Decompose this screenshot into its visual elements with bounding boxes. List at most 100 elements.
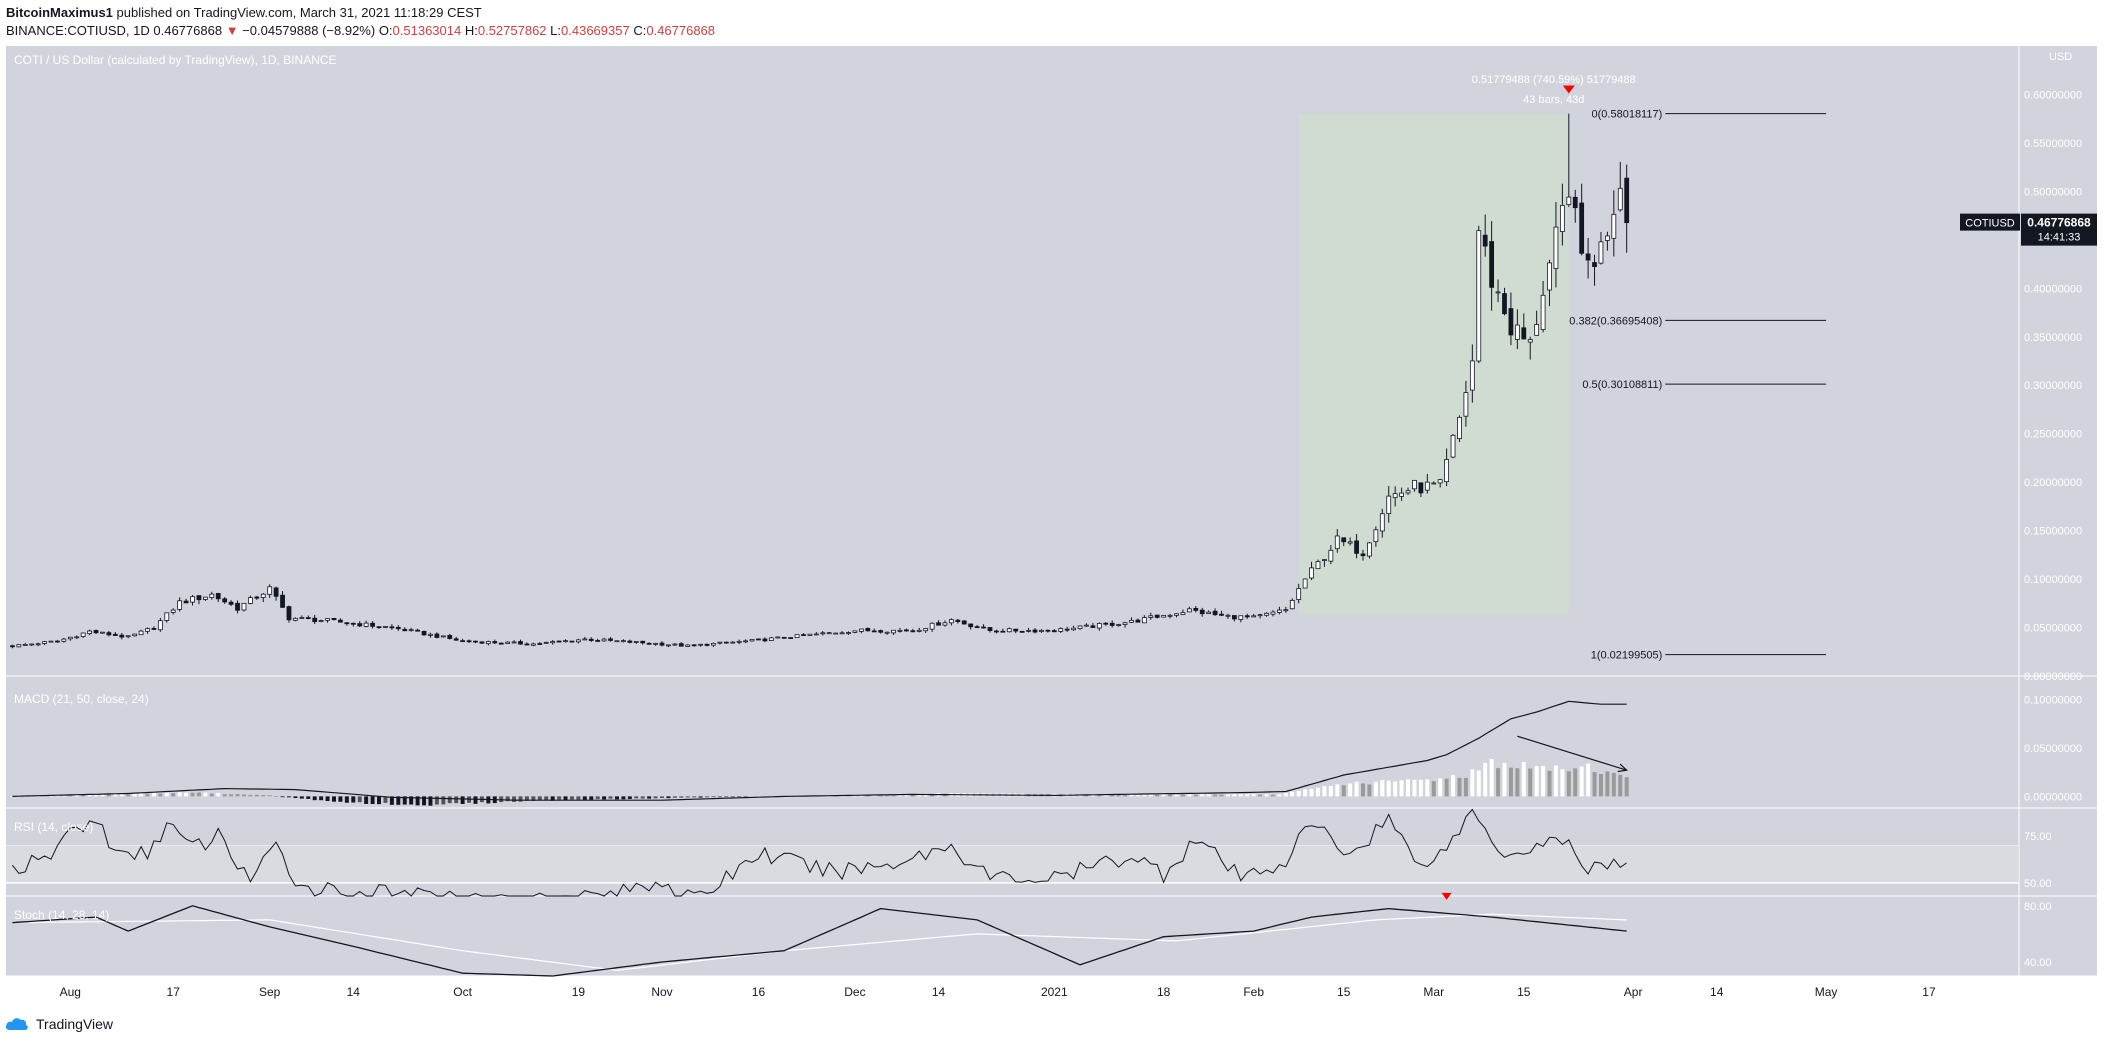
- candle-body: [537, 643, 543, 645]
- macd-histogram-bar: [1155, 794, 1160, 797]
- candle-body: [936, 622, 941, 626]
- macd-histogram-bar: [87, 794, 92, 797]
- macd-histogram-bar: [158, 793, 163, 797]
- macd-histogram-bar: [1547, 770, 1552, 797]
- candle-body: [389, 626, 395, 629]
- candle-body: [395, 626, 401, 630]
- tradingview-brand[interactable]: TradingView: [36, 1016, 114, 1032]
- last-price: 0.46776868: [153, 23, 223, 38]
- macd-histogram-bar: [1451, 774, 1456, 797]
- macd-histogram-bar: [203, 792, 208, 797]
- macd-histogram-bar: [1393, 781, 1398, 797]
- macd-histogram-bar: [415, 796, 420, 806]
- date-axis-tick-label: 15: [1517, 985, 1531, 999]
- candle-body: [955, 619, 961, 623]
- candle-body: [897, 629, 903, 632]
- candle-body: [794, 634, 800, 638]
- candle-body: [621, 640, 626, 643]
- candle-body: [524, 643, 530, 646]
- macd-histogram-bar: [679, 796, 684, 798]
- macd-histogram-bar: [1521, 762, 1526, 797]
- candle-body: [428, 633, 433, 636]
- macd-histogram-bar: [434, 796, 439, 805]
- candle-body: [1514, 324, 1520, 340]
- candle-body: [1476, 230, 1482, 362]
- macd-histogram-bar: [1489, 759, 1494, 797]
- macd-histogram-bar: [1476, 770, 1481, 797]
- price-axis-tick-label: 0.25000000: [2024, 429, 2082, 441]
- price-label-value: 0.46776868: [2027, 216, 2091, 230]
- macd-histogram-bar: [589, 796, 594, 800]
- price-axis-tick-label: 0.20000000: [2024, 477, 2082, 489]
- candle-body: [653, 642, 658, 645]
- chart-area[interactable]: 0.51779488 (740.59%) 51779488 43 bars, 4…: [0, 42, 2098, 1008]
- candle-body: [839, 632, 845, 635]
- candle-body: [1386, 495, 1392, 515]
- macd-histogram-bar: [177, 792, 182, 797]
- price-axis-tick-label: 0.35000000: [2024, 332, 2082, 344]
- macd-histogram-bar: [1386, 780, 1391, 797]
- rsi-band: [6, 845, 2019, 883]
- down-arrow-icon: ▼: [225, 23, 239, 38]
- candle-body: [1624, 177, 1630, 224]
- macd-histogram-bar: [627, 796, 632, 799]
- open-label: O:: [378, 23, 393, 38]
- candle-body: [286, 606, 292, 621]
- candle-body: [820, 632, 826, 635]
- candle-body: [1373, 529, 1379, 543]
- candle-body: [55, 640, 60, 643]
- candle-body: [1013, 628, 1019, 632]
- candle-body: [61, 638, 67, 642]
- date-axis-tick-label: Apr: [1624, 985, 1643, 999]
- candle-body: [1354, 540, 1359, 554]
- candle-body: [903, 629, 909, 632]
- candle-body: [1135, 619, 1141, 623]
- candle-body: [498, 642, 504, 645]
- macd-histogram-bar: [1502, 762, 1507, 797]
- macd-histogram-bar: [1193, 794, 1198, 797]
- macd-histogram-bar: [351, 796, 356, 803]
- candle-body: [1379, 513, 1385, 532]
- candle-body: [241, 603, 247, 611]
- macd-histogram-bar: [460, 796, 465, 804]
- macd-histogram-bar: [1528, 768, 1533, 797]
- macd-histogram-bar: [1264, 794, 1269, 797]
- high-label: H:: [464, 23, 478, 38]
- macd-histogram-bar: [737, 796, 742, 798]
- date-axis-tick-label: Feb: [1243, 985, 1264, 999]
- candle-body: [505, 641, 511, 644]
- macd-histogram-bar: [717, 796, 722, 798]
- macd-histogram-bar: [119, 793, 124, 797]
- macd-histogram-bar: [344, 796, 349, 803]
- candle-body: [434, 633, 440, 638]
- candle-body: [183, 600, 189, 604]
- fib-level-label: 0.382(0.36695408): [1569, 315, 1662, 327]
- candle-body: [987, 627, 993, 631]
- macd-histogram-bar: [113, 793, 118, 797]
- candle-body: [485, 641, 491, 644]
- author-name[interactable]: BitcoinMaximus1: [6, 5, 113, 20]
- date-axis-tick-label: 14: [347, 985, 361, 999]
- candle-body: [312, 617, 318, 623]
- candle-body: [222, 598, 228, 603]
- candle-body: [627, 640, 633, 643]
- candle-body: [1026, 629, 1031, 632]
- macd-histogram-bar: [659, 796, 664, 799]
- macd-histogram-bar: [685, 796, 690, 798]
- macd-histogram-bar: [647, 796, 652, 799]
- price-axis-tick-label: 0.40000000: [2024, 283, 2082, 295]
- chart-header: BitcoinMaximus1 published on TradingView…: [6, 4, 2096, 42]
- macd-histogram-bar: [325, 796, 330, 802]
- macd-histogram-bar: [473, 796, 478, 804]
- macd-histogram-bar: [274, 795, 279, 797]
- macd-title: MACD (21, 50, close, 24): [14, 692, 149, 706]
- macd-histogram-bar: [132, 793, 137, 797]
- candle-body: [1180, 612, 1186, 616]
- candle-body: [447, 634, 453, 639]
- currency-label: USD: [2049, 51, 2072, 63]
- measure-tool: 0.51779488 (740.59%) 51779488 43 bars, 4…: [1298, 74, 1636, 615]
- candle-body: [846, 632, 851, 634]
- macd-histogram-bar: [602, 796, 607, 800]
- macd-histogram-bar: [1560, 769, 1565, 797]
- candle-body: [1534, 324, 1540, 336]
